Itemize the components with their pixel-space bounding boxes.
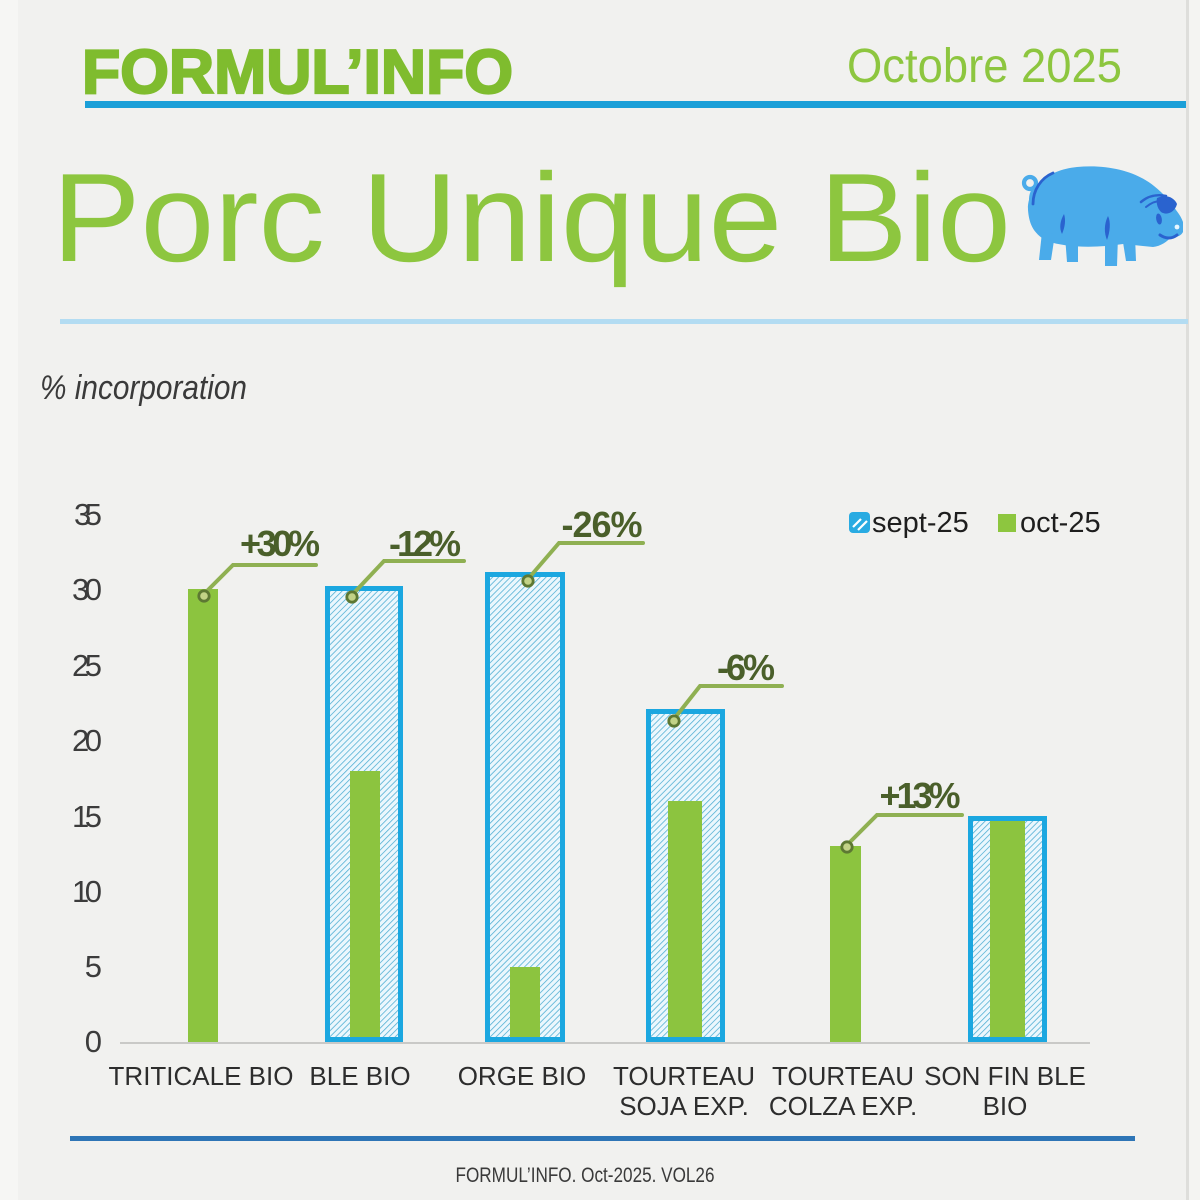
svg-text:oct-25: oct-25 [1020,507,1101,539]
svg-text:COLZA EXP.: COLZA EXP. [769,1091,917,1121]
svg-text:SOJA EXP.: SOJA EXP. [619,1091,749,1121]
svg-text:BIO: BIO [983,1091,1028,1121]
svg-text:0: 0 [85,1024,102,1059]
svg-text:10: 10 [72,874,102,909]
svg-text:TOURTEAU: TOURTEAU [613,1061,755,1091]
svg-text:TRITICALE BIO: TRITICALE BIO [109,1061,294,1091]
svg-text:Octobre 2025: Octobre 2025 [847,40,1122,93]
svg-text:ORGE BIO: ORGE BIO [458,1061,587,1091]
svg-text:sept-25: sept-25 [872,507,969,539]
svg-text:FORMUL’INFO: FORMUL’INFO [82,38,513,107]
svg-text:BLE BIO: BLE BIO [309,1061,410,1091]
svg-text:TOURTEAU: TOURTEAU [772,1061,914,1091]
svg-text:20: 20 [72,723,102,758]
svg-text:-26%: -26% [562,504,643,545]
svg-text:15: 15 [72,799,102,834]
svg-text:% incorporation: % incorporation [40,369,247,407]
svg-text:+30%: +30% [240,523,320,564]
svg-text:-12%: -12% [389,523,461,564]
svg-text:30: 30 [72,572,102,607]
svg-text:25: 25 [72,648,102,683]
svg-text:-6%: -6% [717,647,775,688]
svg-text:FORMUL’INFO. Oct-2025. VOL26: FORMUL’INFO. Oct-2025. VOL26 [456,1164,715,1187]
svg-text:Porc Unique Bio: Porc Unique Bio [52,147,1011,288]
svg-text:35: 35 [74,497,102,532]
svg-text:+13%: +13% [880,775,961,816]
svg-text:5: 5 [85,949,102,984]
svg-text:SON FIN BLE: SON FIN BLE [924,1061,1086,1091]
